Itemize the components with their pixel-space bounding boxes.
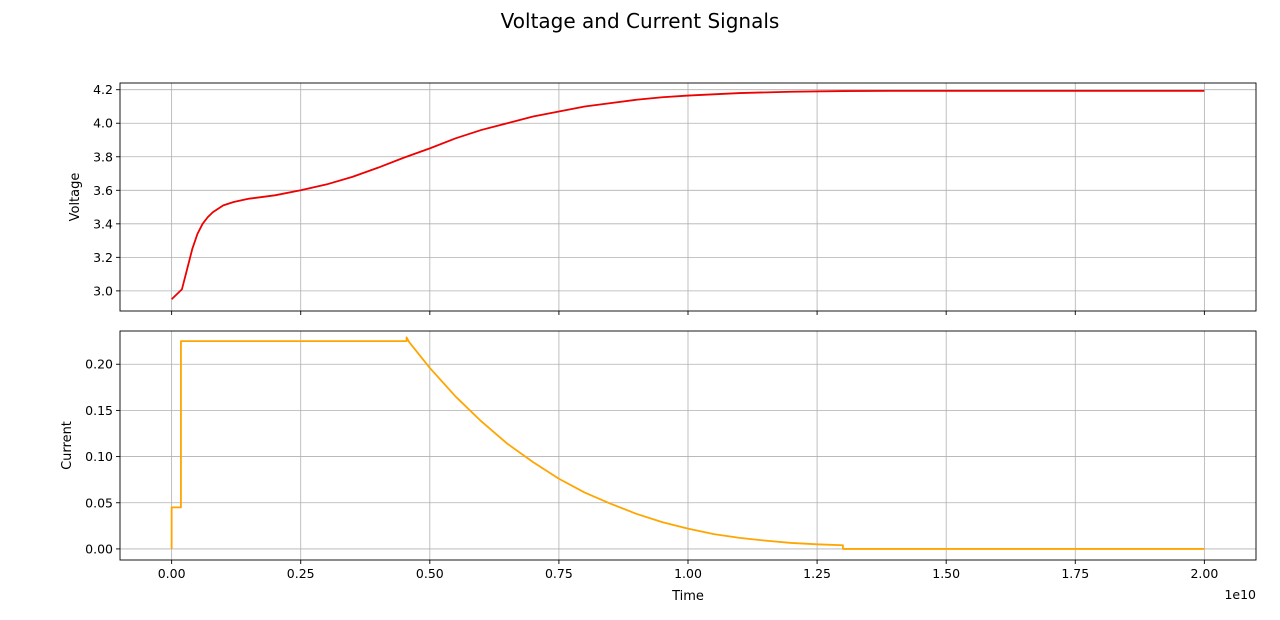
- x-tick-label: 0.75: [545, 566, 573, 581]
- y-tick-label: 0.10: [85, 449, 113, 464]
- x-tick-label: 2.00: [1190, 566, 1218, 581]
- y-tick-label: 3.2: [93, 250, 113, 265]
- y-axis-label: Voltage: [68, 173, 83, 222]
- y-tick-label: 3.8: [93, 149, 113, 164]
- y-tick-label: 3.0: [93, 283, 113, 298]
- y-tick-label: 3.4: [93, 216, 113, 231]
- x-tick-label: 0.25: [287, 566, 315, 581]
- y-tick-label: 0.15: [85, 403, 113, 418]
- x-tick-label: 1.00: [674, 566, 702, 581]
- voltage-axes: 3.0 3.2 3.4 3.6 3.8 4.0 4.2 Voltage: [68, 82, 1257, 315]
- x-tick-label: 1.50: [932, 566, 960, 581]
- x-tick-label: 1.25: [803, 566, 831, 581]
- y-tick-label: 4.2: [93, 82, 113, 97]
- y-tick-label: 4.0: [93, 116, 113, 131]
- y-tick-label: 0.00: [85, 541, 113, 556]
- x-tick-label: 0.50: [416, 566, 444, 581]
- x-tick-label: 1.75: [1061, 566, 1089, 581]
- y-axis-label: Current: [60, 421, 75, 470]
- y-tick-label: 0.05: [85, 495, 113, 510]
- y-tick-label: 3.6: [93, 183, 113, 198]
- current-axes: 0.00 0.05 0.10 0.15 0.20 0.00 0.25 0.50 0.75 1.00…: [60, 330, 1257, 581]
- voltage-series-line: [171, 89, 1205, 300]
- current-series-line: [170, 336, 1205, 550]
- x-tick-label: 0.00: [158, 566, 186, 581]
- x-axis-offset-label: 1e10: [1224, 587, 1256, 602]
- y-tick-label: 0.20: [85, 357, 113, 372]
- x-axis-label: Time: [671, 589, 704, 604]
- chart-title: Voltage and Current Signals: [501, 9, 780, 33]
